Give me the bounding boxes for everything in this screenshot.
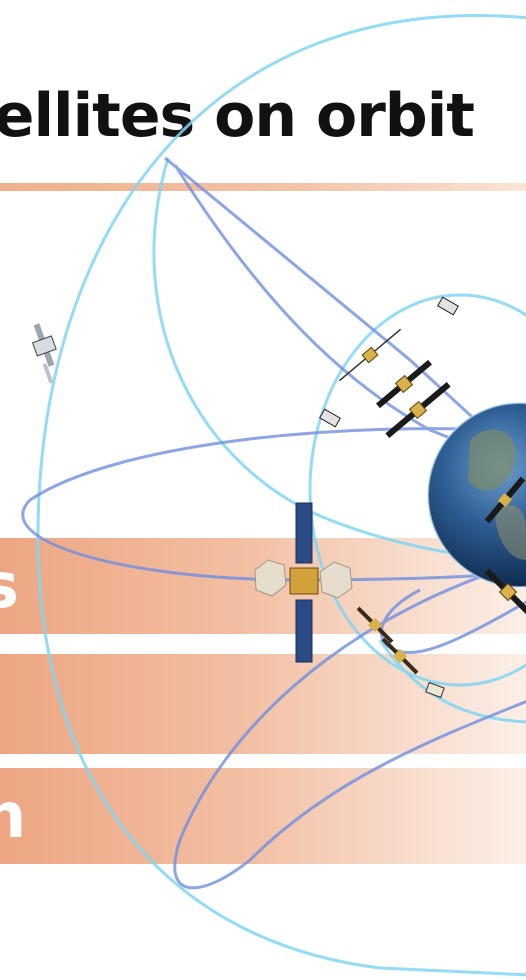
inner-orbits [21,156,526,890]
agenda-band-3-text: n [0,779,27,852]
satellite-icon [319,408,341,428]
earth-globe-icon [427,402,526,588]
orbit-ring-4 [378,639,526,724]
orbit-ring-5 [21,427,526,582]
slide-title-text: tellites on orbit [0,81,475,151]
satellite-icon [425,681,445,699]
agenda-band-1-text: s [0,549,19,622]
satellite-icon [385,381,451,439]
orbit-ring-6 [173,559,526,890]
satellite-icon [338,328,402,382]
title-underline [0,183,526,191]
satellite-icon [437,296,459,316]
orbit-ring-8 [173,164,526,471]
slide-title: tellites on orbit [0,78,526,158]
orbit-ring-1 [36,14,526,977]
orbit-ring-9 [379,588,526,655]
orbit-ring-3 [308,293,526,687]
satellite-icon [484,476,526,524]
satellite-icon [356,606,394,644]
satellite-icon [484,568,526,616]
satellite-icon [31,323,57,384]
satellite-icon [254,502,353,663]
satellite-icon [381,637,419,675]
satellite-icon [376,359,432,409]
